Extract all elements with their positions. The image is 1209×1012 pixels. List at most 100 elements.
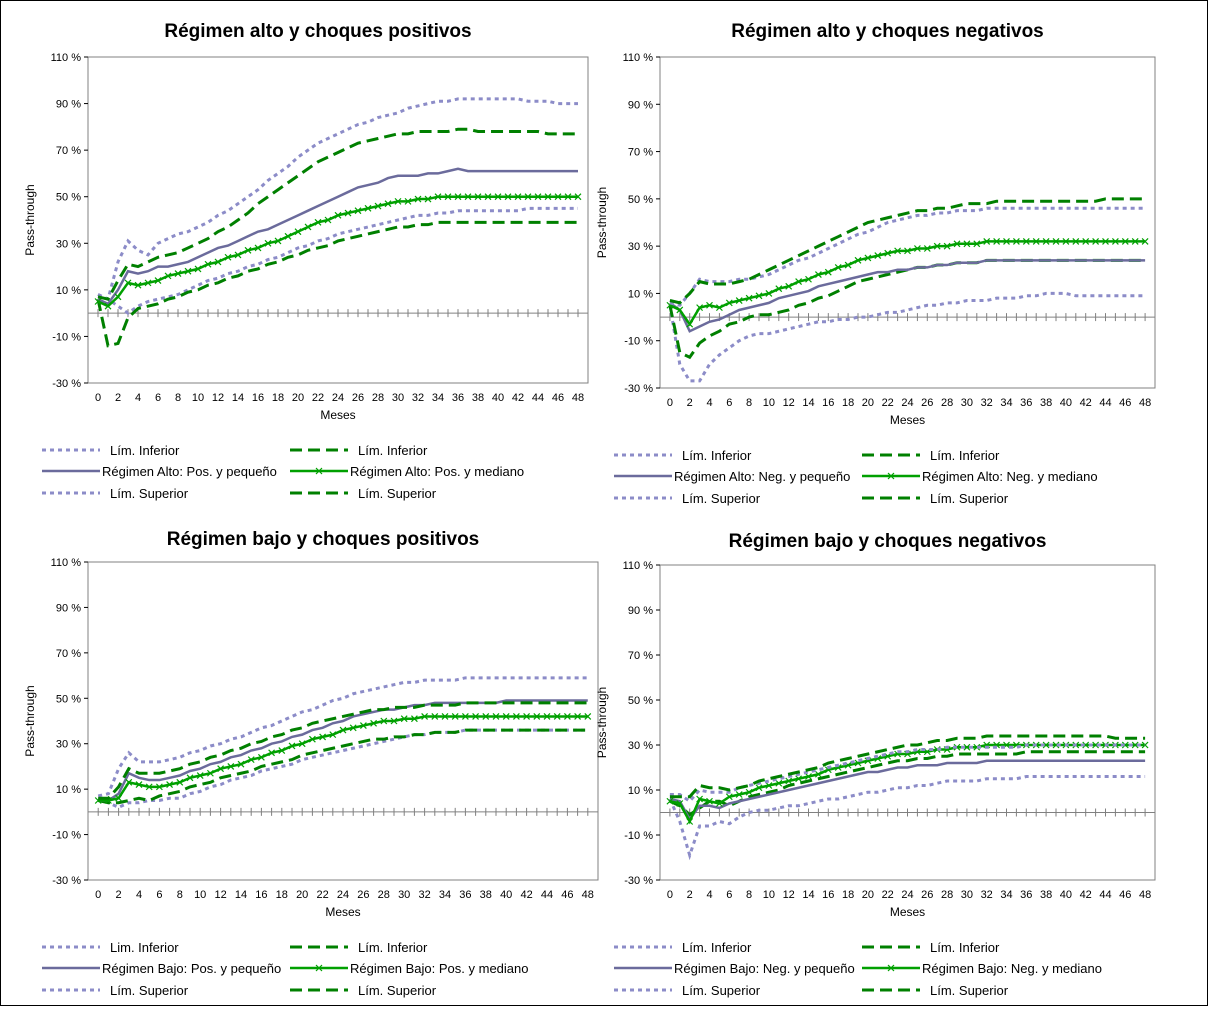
series-marker [294,228,302,236]
y-axis-label: Pass-through [23,685,37,756]
y-tick-label: 50 % [628,194,653,206]
y-tick-label: 50 % [56,192,81,204]
series-marker [864,254,872,262]
series-line [669,197,1146,305]
series-marker [854,256,862,264]
x-tick-label: 12 [783,889,795,901]
x-tick-label: 34 [432,392,444,404]
series-marker [953,240,961,248]
series-marker [451,713,459,720]
chart-title: Régimen alto y choques negativos [731,21,1044,42]
y-tick-label: 90 % [628,99,653,111]
series-marker [563,713,571,720]
x-tick-label: 44 [1099,889,1111,901]
series-marker [973,240,981,248]
series-marker [344,209,352,217]
series-marker [186,774,194,782]
series-line [97,676,588,798]
x-tick-label: 44 [1099,397,1111,409]
x-tick-label: 36 [1020,397,1032,409]
series-marker [334,211,342,219]
legend-label: Lím. Inferior [358,443,428,458]
series-marker [514,193,522,201]
series-marker [414,195,422,203]
y-tick-label: 110 % [51,557,82,569]
y-tick-label: 10 % [628,785,653,797]
x-tick-label: 28 [941,397,953,409]
legend-label: Lím. Inferior [682,448,752,463]
legend-label: Lím. Inferior [930,448,1000,463]
x-tick-label: 0 [95,392,101,404]
series-marker [421,713,429,720]
series-marker [676,306,684,314]
series-marker [834,263,842,271]
series-marker [1131,741,1139,749]
legend-label: Régimen Bajo: Neg. y pequeño [674,961,855,976]
series-marker [94,298,102,305]
series-marker [431,713,439,720]
legend-label: Régimen Alto: Pos. y pequeño [102,464,277,479]
series-marker [523,713,531,720]
series-marker [983,237,991,245]
legend-label: Lím. Superior [682,983,761,998]
series-marker [278,747,286,754]
series-marker [1121,237,1129,245]
series-marker [745,788,753,796]
series-line [669,750,1146,817]
x-tick-label: 4 [135,392,141,404]
series-marker [319,733,327,741]
legend-label: Lím. Superior [682,491,761,506]
series-marker [329,731,337,739]
series-marker [264,239,272,247]
series-marker [805,275,812,283]
series-marker [380,717,388,725]
series-marker [686,818,694,825]
x-tick-label: 16 [255,889,267,901]
series-marker [1052,741,1060,749]
series-line [98,699,588,802]
series-marker [1072,237,1080,245]
x-tick-label: 8 [177,889,183,901]
legend-label: Régimen Alto: Pos. y mediano [350,464,524,479]
series-marker [696,795,704,803]
series-marker [144,279,152,287]
series-marker [805,773,812,780]
y-tick-label: -10 % [52,331,81,343]
series-marker [874,252,882,260]
series-marker [115,794,123,802]
series-line [98,701,588,800]
x-tick-label: 30 [961,889,973,901]
series-marker [154,277,162,284]
series-marker [204,260,212,268]
series-line [96,220,578,348]
legend-label: Lím. Superior [110,983,189,998]
series-marker [247,756,255,764]
legend-marker [315,467,323,475]
y-tick-label: 90 % [56,99,81,111]
y-tick-label: 90 % [56,602,81,614]
series-marker [284,232,292,240]
x-tick-label: 6 [726,889,732,901]
x-tick-label: 16 [822,397,834,409]
y-tick-label: 10 % [56,784,81,796]
x-tick-label: 46 [1119,397,1131,409]
legend-label: Lím. Superior [358,983,437,998]
series-marker [166,781,174,789]
series-marker [923,245,931,252]
x-tick-label: 30 [961,397,973,409]
series-marker [554,193,562,201]
x-tick-label: 40 [1060,889,1072,901]
x-tick-label: 0 [667,889,673,901]
y-tick-label: -10 % [624,336,653,348]
x-tick-label: 20 [862,889,874,901]
x-tick-label: 22 [882,397,894,409]
x-tick-label: 24 [901,889,913,901]
x-axis-label: Meses [890,905,925,919]
x-axis-label: Meses [890,413,925,427]
x-tick-label: 16 [822,889,834,901]
x-tick-label: 4 [136,889,142,901]
chart-title: Régimen bajo y choques negativos [729,531,1047,552]
legend-label: Lím. Superior [358,486,437,501]
series-marker [125,778,133,786]
